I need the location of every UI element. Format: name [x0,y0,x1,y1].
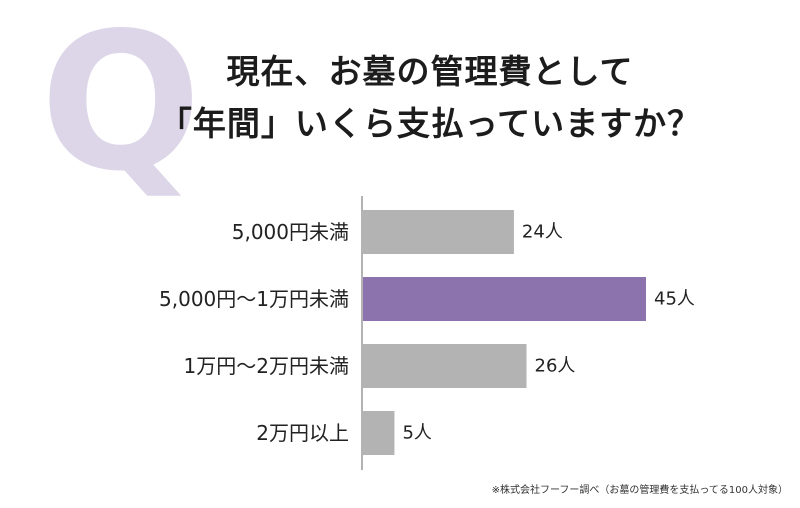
value-label-0: 24人 [522,222,563,243]
value-label-2: 26人 [535,356,576,377]
category-label-2: 1万円〜2万円未満 [184,354,349,378]
bar-0 [363,210,514,254]
question-line-1: 現在、お墓の管理費として [226,52,634,91]
bar-3 [363,411,395,455]
category-label-3: 2万円以上 [256,421,349,445]
q-mark: Q [40,0,202,213]
question-title: 現在、お墓の管理費として 「年間」いくら支払っていますか？ [150,46,710,150]
bar-2 [363,344,527,388]
question-line-2: 「年間」いくら支払っていますか？ [158,104,702,143]
category-label-0: 5,000円未満 [232,220,349,244]
source-footnote: ※株式会社フーフー調べ（お墓の管理費を支払ってる100人対象） [491,485,788,496]
category-label-1: 5,000円〜1万円未満 [159,287,349,311]
value-label-1: 45人 [654,289,695,310]
value-label-3: 5人 [402,423,431,444]
bar-1 [363,277,646,321]
